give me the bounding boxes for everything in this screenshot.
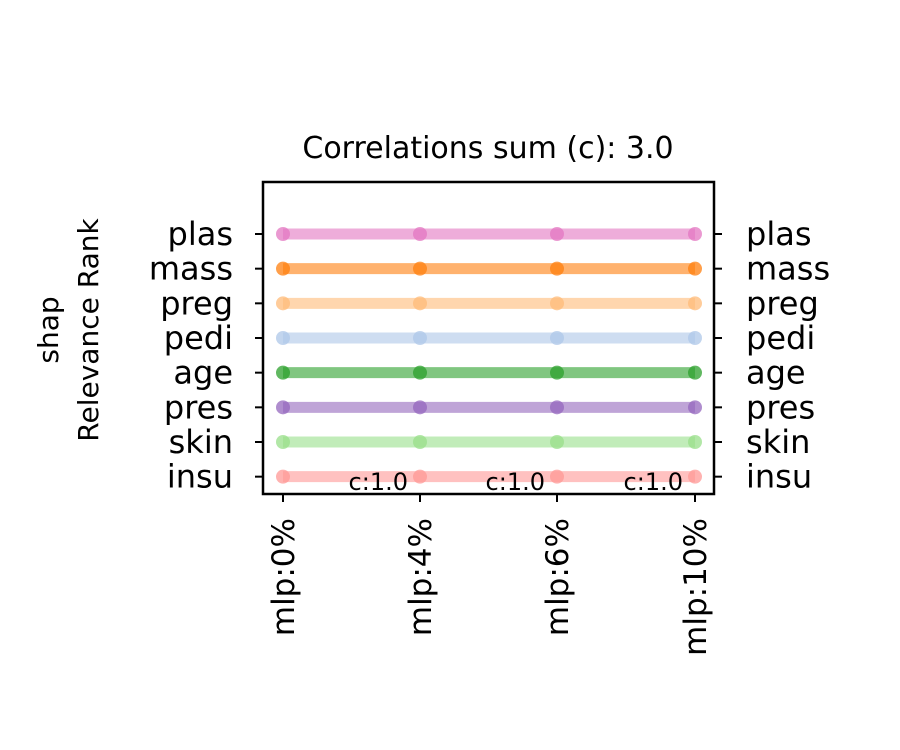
point-mass-2 xyxy=(550,261,564,276)
point-preg-0 xyxy=(276,296,290,311)
ytick-right-label: plas xyxy=(746,215,811,253)
ytick-right-label: preg xyxy=(746,284,819,322)
point-insu-1 xyxy=(413,469,427,484)
point-preg-2 xyxy=(550,296,564,311)
annotation-2: c:1.0 xyxy=(486,468,545,496)
series-mass xyxy=(276,261,702,276)
ytick-left-label: pedi xyxy=(164,319,233,357)
series-pres xyxy=(276,400,702,415)
point-age-3 xyxy=(688,365,702,380)
point-skin-3 xyxy=(688,435,702,449)
point-pres-1 xyxy=(413,400,427,415)
point-pres-3 xyxy=(688,400,702,415)
point-age-1 xyxy=(413,365,427,380)
point-pedi-2 xyxy=(550,331,564,345)
ytick-left-label: plas xyxy=(168,215,233,253)
x-ticks: mlp:0% mlp:4% mlp:6% mlp:10% xyxy=(266,494,714,656)
ytick-left-label: insu xyxy=(167,458,233,496)
series-preg xyxy=(276,296,702,311)
ytick-right-label: mass xyxy=(746,250,830,288)
point-pedi-3 xyxy=(688,331,702,345)
point-pres-0 xyxy=(276,400,290,415)
plot-frame xyxy=(261,180,716,496)
y-axis-label-line2: Relevance Rank xyxy=(72,218,105,442)
point-mass-3 xyxy=(688,261,702,276)
point-skin-1 xyxy=(413,435,427,449)
series-skin xyxy=(276,435,702,449)
point-preg-1 xyxy=(413,296,427,311)
point-insu-0 xyxy=(276,469,290,484)
point-skin-0 xyxy=(276,435,290,449)
ytick-right-label: age xyxy=(746,354,806,392)
xtick-label: mlp:4% xyxy=(403,518,439,636)
xtick-label: mlp:10% xyxy=(678,518,714,656)
y-axis-label-line1: shap xyxy=(32,296,65,363)
point-pedi-0 xyxy=(276,331,290,345)
series-plas xyxy=(276,227,702,241)
point-plas-0 xyxy=(276,227,290,241)
point-plas-3 xyxy=(688,227,702,241)
y-axis-label: shap Relevance Rank xyxy=(32,218,105,442)
chart-title: Correlations sum (c): 3.0 xyxy=(302,131,673,166)
point-pedi-1 xyxy=(413,331,427,345)
ytick-left-label: pres xyxy=(164,388,233,426)
ytick-right-label: pres xyxy=(746,388,815,426)
point-plas-2 xyxy=(550,227,564,241)
xtick-label: mlp:6% xyxy=(540,518,576,636)
ytick-left-label: mass xyxy=(149,250,233,288)
ytick-right-label: insu xyxy=(746,458,812,496)
series-layer xyxy=(276,227,702,484)
point-mass-0 xyxy=(276,261,290,276)
series-pedi xyxy=(276,331,702,345)
series-age xyxy=(276,365,702,380)
xtick-label: mlp:0% xyxy=(266,518,302,636)
point-age-2 xyxy=(550,365,564,380)
annotation-layer: c:1.0 c:1.0 c:1.0 xyxy=(349,468,683,496)
point-mass-1 xyxy=(413,261,427,276)
ytick-left-label: preg xyxy=(160,284,233,322)
ytick-left-label: skin xyxy=(169,423,233,461)
point-insu-2 xyxy=(550,469,564,484)
annotation-1: c:1.0 xyxy=(349,468,408,496)
series-insu xyxy=(276,469,702,484)
point-preg-3 xyxy=(688,296,702,311)
point-pres-2 xyxy=(550,400,564,415)
ytick-right-label: pedi xyxy=(746,319,815,357)
ytick-left-label: age xyxy=(173,354,233,392)
point-skin-2 xyxy=(550,435,564,449)
ytick-right-label: skin xyxy=(746,423,810,461)
point-plas-1 xyxy=(413,227,427,241)
point-age-0 xyxy=(276,365,290,380)
annotation-3: c:1.0 xyxy=(624,468,683,496)
point-insu-3 xyxy=(688,469,702,484)
